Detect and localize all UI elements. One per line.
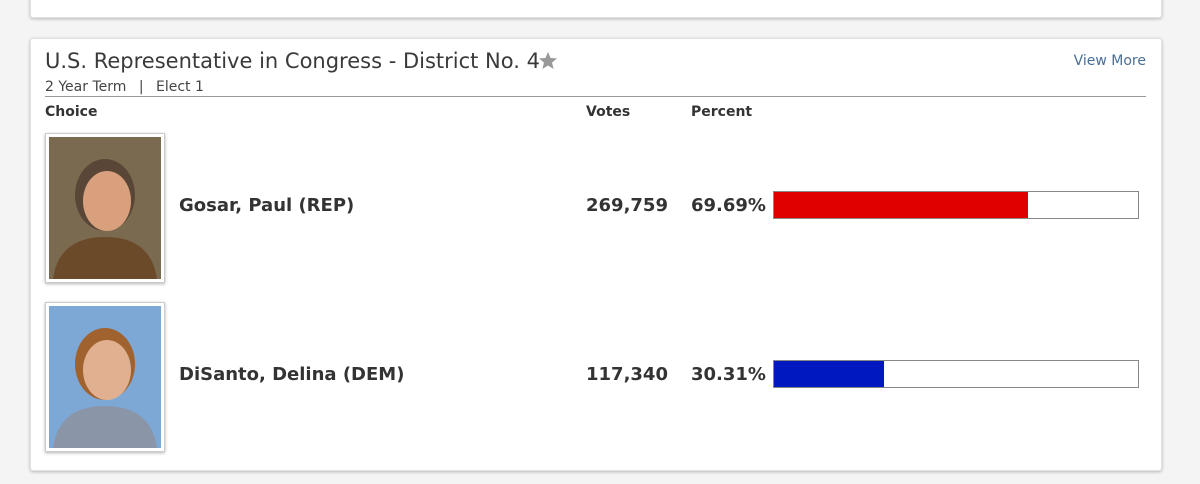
contest-card: U.S. Representative in Congress - Distri… [30, 38, 1162, 471]
candidate-photo [45, 133, 165, 283]
vote-count: 117,340 [586, 364, 668, 385]
elect: Elect 1 [156, 79, 204, 95]
previous-card [30, 0, 1162, 18]
vote-count: 269,759 [586, 195, 668, 216]
column-header: Choice [45, 104, 98, 120]
column-header: Percent [691, 104, 753, 120]
candidate-name: Gosar, Paul (REP) [179, 195, 355, 216]
photo-placeholder [49, 137, 161, 279]
photo-placeholder [49, 306, 161, 448]
percent-bar [774, 192, 1028, 218]
column-header: Votes [586, 104, 631, 120]
percent-bar-track [773, 191, 1139, 219]
view-more-link[interactable]: View More [1073, 53, 1146, 69]
candidate-photo [45, 302, 165, 452]
vote-percent: 30.31% [691, 364, 766, 385]
contest-subtitle: 2 Year Term | Elect 1 [45, 79, 204, 95]
percent-bar [774, 361, 885, 387]
contest-title: U.S. Representative in Congress - Distri… [45, 49, 540, 73]
term: 2 Year Term [45, 79, 127, 95]
favorite-star[interactable] [538, 51, 558, 71]
divider [45, 96, 1146, 97]
candidate-name: DiSanto, Delina (DEM) [179, 364, 405, 385]
percent-bar-track [773, 360, 1139, 388]
separator: | [138, 79, 144, 95]
vote-percent: 69.69% [691, 195, 766, 216]
